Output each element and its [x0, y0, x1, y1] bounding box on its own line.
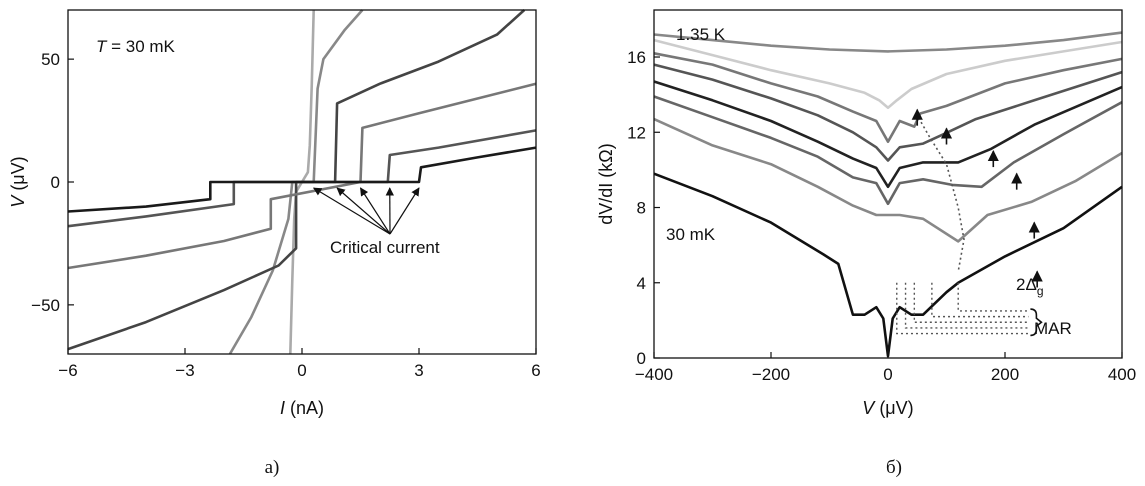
mar-dotted-connector — [904, 282, 1029, 329]
panel-b-gap-arrows — [911, 108, 1043, 288]
x-tick-label: 200 — [991, 365, 1019, 384]
y-tick-label: 0 — [51, 173, 60, 192]
b-series-line-7 — [653, 117, 1123, 243]
x-tick-label: 3 — [414, 361, 423, 380]
mar-dotted-connector — [931, 282, 1029, 318]
b-series-line-6 — [653, 95, 1123, 206]
panel-b-mar-label: MAR — [1034, 319, 1072, 338]
panel-a-caption: a) — [265, 457, 280, 478]
gap-trace-dotted-line — [915, 113, 965, 272]
panel-a-series-group — [67, 9, 537, 355]
a-series-line-4 — [67, 82, 537, 270]
panel-a-temperature-label: T = 30 mK — [96, 37, 176, 56]
y-tick-label: 12 — [627, 123, 646, 142]
panel-a-critical-current-arrows — [312, 187, 420, 235]
critical-current-arrow — [336, 187, 391, 235]
y-tick-label: 0 — [637, 349, 646, 368]
panel-b-x-axis-label: V (μV) — [862, 398, 913, 418]
panel-b-series-group — [653, 31, 1123, 358]
mar-brace — [1030, 308, 1043, 337]
x-tick-label: −3 — [175, 361, 194, 380]
y-tick-label: 8 — [637, 199, 646, 218]
panel-b-caption: б) — [886, 457, 902, 478]
panel-a-axes: −6 −3 0 3 6 −50 0 50 — [31, 9, 541, 380]
panel-a-critical-current-label: Critical current — [330, 238, 440, 257]
x-tick-label: −200 — [752, 365, 790, 384]
x-tick-label: −6 — [58, 361, 77, 380]
critical-current-arrow — [312, 187, 391, 235]
a-series-line-5 — [67, 129, 537, 228]
panel-a-y-axis-label: V (μV) — [8, 156, 28, 207]
x-tick-label: 400 — [1108, 365, 1136, 384]
x-tick-label: 0 — [297, 361, 306, 380]
a-series-line-6 — [67, 146, 537, 213]
y-tick-label: 16 — [627, 48, 646, 67]
panel-a-chart: −6 −3 0 3 6 −50 0 50 T = 30 mK Critical current… — [8, 9, 541, 478]
b-series-line-2 — [653, 38, 1123, 110]
b-series-line-4 — [653, 63, 1123, 162]
x-tick-label: 0 — [883, 365, 892, 384]
y-tick-label: 4 — [637, 274, 646, 293]
x-tick-label: 6 — [531, 361, 540, 380]
panel-b-gap-label: 2Δg — [1016, 275, 1044, 298]
critical-current-arrow — [359, 187, 391, 235]
mar-dotted-connector — [896, 282, 1029, 335]
b-series-line-3 — [653, 52, 1123, 143]
b-series-line-1 — [653, 31, 1123, 53]
a-series-line-3 — [67, 9, 526, 351]
b-series-line-5 — [653, 80, 1123, 189]
y-tick-label: 50 — [41, 50, 60, 69]
y-tick-label: −50 — [31, 296, 60, 315]
panel-b-bottom-temperature-label: 30 mK — [666, 225, 716, 244]
panel-a-x-axis-label: I (nA) — [280, 398, 324, 418]
x-tick-label: −400 — [635, 365, 673, 384]
mar-dotted-connector — [913, 282, 1029, 323]
critical-current-arrow — [389, 187, 420, 235]
mar-dotted-connector — [957, 282, 1029, 312]
panel-b-top-temperature-label: 1.35 K — [676, 25, 726, 44]
panel-b-axes: −400 −200 0 200 400 0 4 8 12 16 — [627, 9, 1136, 384]
panel-b-gap-dotted-lines — [896, 113, 1043, 337]
panel-b-y-axis-label: dV/dI (kΩ) — [596, 143, 616, 224]
b-plot-frame — [653, 9, 1123, 359]
